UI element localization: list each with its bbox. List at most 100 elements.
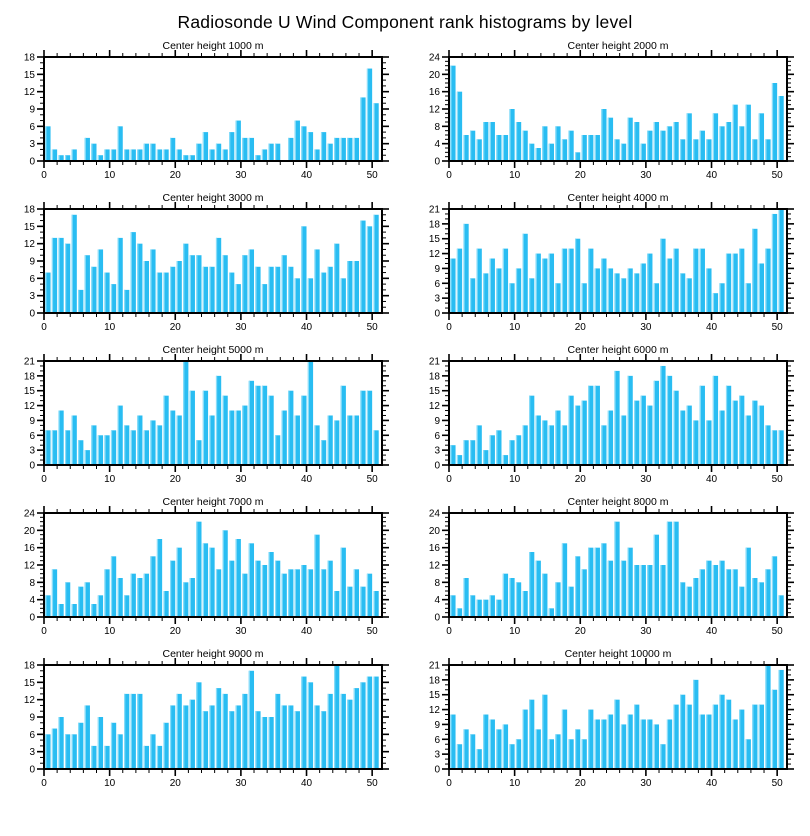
x-tick-label: 50: [367, 170, 379, 181]
bar: [334, 137, 340, 161]
bar-highlight: [196, 521, 198, 617]
x-tick-label: 0: [41, 474, 47, 485]
bar-highlight: [463, 223, 465, 313]
charts-grid: Center height 1000 m 0 10 20 30 40 50 0 3 6 9 12 15 1…: [0, 37, 810, 797]
y-tick-label: 18: [429, 219, 441, 230]
bar-highlight: [620, 560, 623, 617]
bar-highlight: [515, 739, 518, 769]
bar-highlight: [752, 578, 754, 617]
bar-highlight: [268, 395, 270, 465]
y-tick-label: 24: [429, 509, 441, 520]
y-tick-label: 6: [29, 730, 35, 741]
bar: [366, 226, 373, 313]
bar-highlight: [489, 719, 491, 769]
bar: [725, 699, 732, 769]
bar: [699, 248, 705, 313]
bar-highlight: [752, 704, 754, 769]
bar: [137, 243, 143, 313]
bar: [130, 430, 136, 465]
bar-highlight: [463, 440, 465, 465]
bar-highlight: [614, 370, 616, 465]
x-tick-label: 0: [41, 778, 47, 789]
bar-highlight: [719, 126, 721, 161]
bar: [255, 385, 261, 465]
bar-highlight: [104, 569, 106, 617]
bar-highlight: [314, 149, 316, 161]
bar: [84, 582, 90, 617]
bar-highlight: [496, 729, 498, 769]
bar: [496, 729, 502, 769]
y-tick-label: 15: [24, 386, 36, 397]
bar: [327, 693, 333, 769]
bar: [222, 693, 228, 769]
bar-highlight: [548, 608, 550, 617]
bar: [71, 415, 77, 465]
bar: [117, 126, 123, 161]
bar: [261, 149, 268, 161]
bar-highlight: [561, 425, 564, 465]
bar-highlight: [51, 149, 54, 161]
bar: [647, 565, 653, 617]
bar-highlight: [568, 248, 570, 313]
x-tick-label: 30: [640, 626, 652, 637]
bar-highlight: [686, 586, 688, 617]
x-tick-label: 20: [575, 170, 587, 181]
bar-highlight: [581, 569, 583, 617]
bar: [653, 122, 660, 161]
bar-highlight: [170, 560, 172, 617]
bar-highlight: [196, 682, 198, 769]
bar-highlight: [739, 395, 741, 465]
bar: [634, 704, 640, 769]
histogram-svg: Center height 1000 m 0 10 20 30 40 50 0 3 6 9 12 15 1…: [24, 40, 389, 181]
bar-highlight: [706, 420, 708, 465]
bar-highlight: [693, 578, 695, 617]
bar-highlight: [373, 214, 375, 313]
bar-highlight: [222, 395, 224, 465]
bar-highlight: [97, 717, 100, 769]
bar: [327, 560, 333, 617]
bar: [607, 268, 614, 313]
bar-highlight: [209, 705, 211, 769]
bar: [78, 440, 84, 465]
bar: [110, 284, 117, 313]
bar-highlight: [489, 435, 491, 465]
bar: [568, 248, 574, 313]
bar: [117, 578, 123, 617]
bar: [202, 711, 209, 769]
bar-highlight: [104, 435, 106, 465]
bar: [456, 455, 463, 465]
y-tick-label: 18: [24, 205, 36, 216]
bar: [97, 717, 104, 769]
bar-highlight: [150, 249, 152, 313]
bar: [620, 560, 627, 617]
bar: [620, 724, 627, 769]
y-tick-label: 15: [429, 234, 441, 245]
bar: [104, 569, 110, 617]
bar: [489, 595, 495, 617]
bar-highlight: [176, 693, 178, 769]
bar: [156, 272, 163, 313]
bar: [607, 410, 614, 465]
bar-highlight: [561, 248, 564, 313]
bar-highlight: [176, 261, 178, 313]
bar-highlight: [261, 717, 264, 769]
bar-highlight: [137, 578, 139, 617]
bar-highlight: [509, 578, 511, 617]
y-tick-label: 0: [29, 157, 35, 168]
bar: [222, 255, 228, 313]
bar: [555, 126, 561, 161]
bar-highlight: [242, 255, 244, 313]
panel-title: Center height 7000 m: [163, 496, 264, 508]
bar-highlight: [548, 143, 550, 161]
y-tick-label: 18: [429, 675, 441, 686]
bar: [366, 676, 373, 769]
bar-highlight: [301, 226, 303, 313]
bar-highlight: [163, 722, 165, 769]
histogram-panel-2: Center height 2000 m 0 10 20 30 40 50 0 4 8 12 16 20…: [405, 37, 810, 189]
bar: [555, 734, 561, 769]
bar-highlight: [745, 739, 747, 769]
panel-title: Center height 1000 m: [163, 40, 264, 52]
bar: [222, 395, 228, 465]
x-tick-label: 30: [640, 322, 652, 333]
bar-highlight: [719, 560, 721, 617]
